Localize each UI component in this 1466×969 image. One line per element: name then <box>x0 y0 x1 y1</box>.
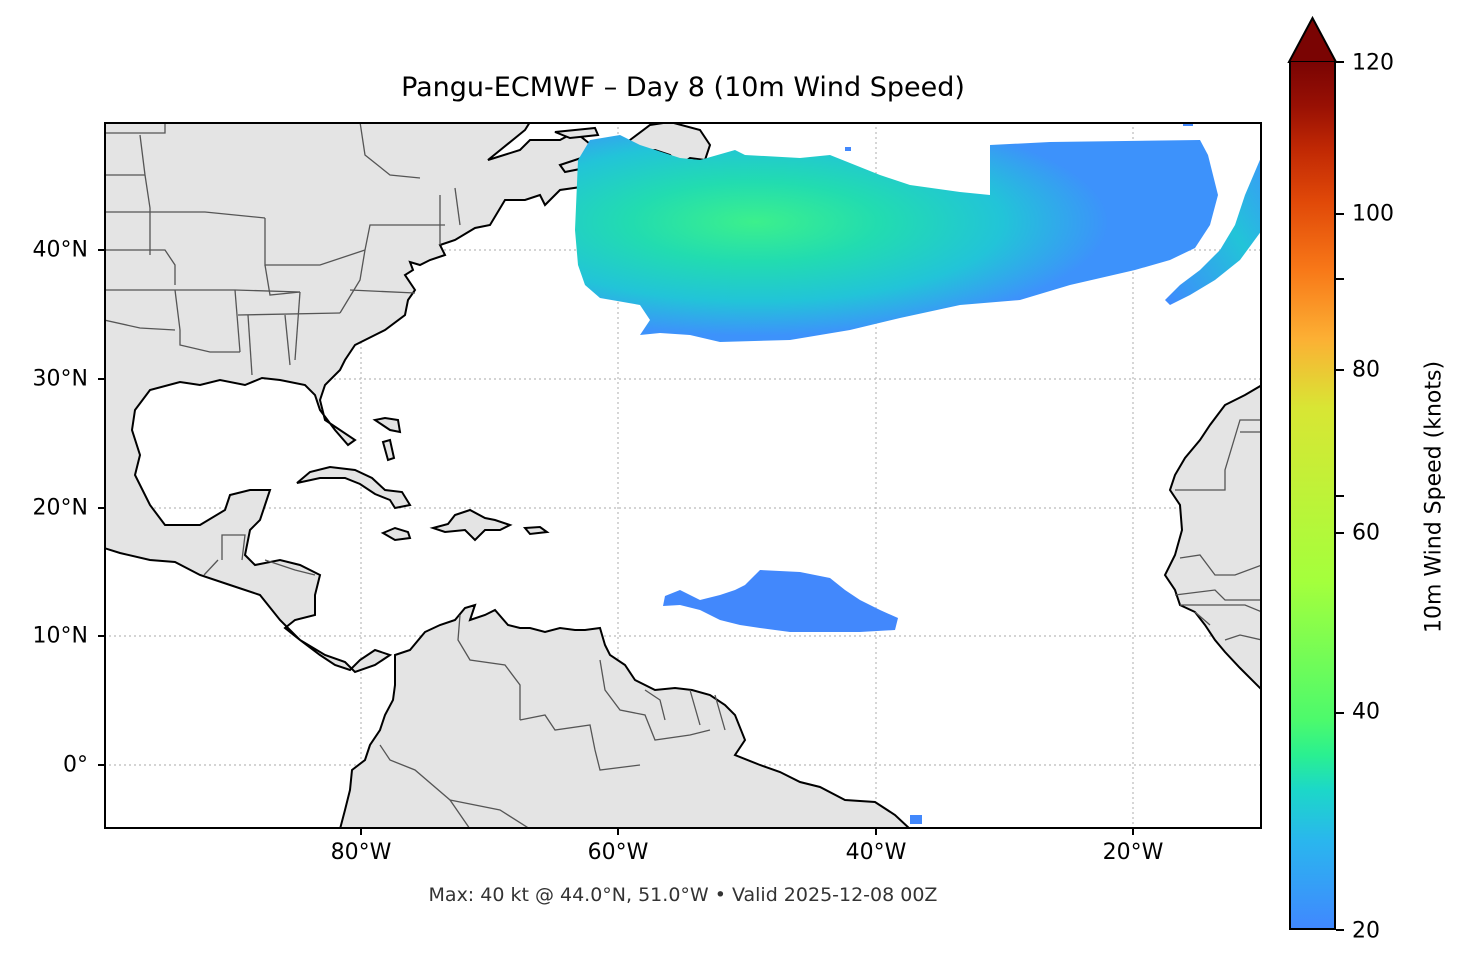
wind-speed-field <box>575 124 1260 824</box>
y-tickmark <box>98 507 104 509</box>
colorbar-tick <box>1336 213 1344 215</box>
chart-title: Pangu-ECMWF – Day 8 (10m Wind Speed) <box>401 72 965 103</box>
wind-region-small-dot <box>910 815 922 824</box>
wind-region-north-atlantic <box>575 135 1218 342</box>
y-tick-label: 20°N <box>32 495 88 521</box>
y-tickmark <box>98 249 104 251</box>
colorbar-tick <box>1336 929 1344 931</box>
colorbar-tick-label: 120 <box>1352 50 1394 76</box>
x-tickmark <box>360 829 362 835</box>
x-tick-label: 80°W <box>330 840 392 865</box>
colorbar-tick-label: 80 <box>1352 357 1380 383</box>
y-tickmark <box>98 764 104 766</box>
land-north-america <box>106 124 614 674</box>
land-south-america <box>339 603 910 827</box>
colorbar-tick <box>1336 278 1344 280</box>
x-tickmark <box>875 829 877 835</box>
x-tickmark <box>617 829 619 835</box>
y-tick-label: 40°N <box>32 237 88 263</box>
colorbar-tick <box>1336 712 1344 714</box>
y-tickmark <box>98 378 104 380</box>
y-tick-label: 10°N <box>32 623 88 649</box>
colorbar-tick <box>1336 369 1344 371</box>
colorbar-tick <box>1336 532 1344 534</box>
colorbar-tick-label: 40 <box>1352 699 1380 725</box>
x-tick-label: 20°W <box>1102 840 1164 865</box>
colorbar-extend-arrow-icon <box>1287 16 1338 63</box>
x-tickmark <box>1132 829 1134 835</box>
colorbar-tick-label: 60 <box>1352 520 1380 546</box>
y-tick-label: 0° <box>63 752 88 778</box>
wind-region-northeast-band <box>1165 159 1260 305</box>
state-borders <box>106 124 1260 827</box>
x-tick-label: 60°W <box>587 840 649 865</box>
colorbar-tick-label: 100 <box>1352 201 1394 227</box>
y-tickmark <box>98 635 104 637</box>
colorbar-tick <box>1336 61 1344 63</box>
x-tick-label: 40°W <box>845 840 907 865</box>
colorbar-tick <box>1336 495 1344 497</box>
max-info-caption: Max: 40 kt @ 44.0°N, 51.0°W • Valid 2025… <box>428 884 938 906</box>
land-caribbean <box>296 416 550 542</box>
colorbar <box>1289 62 1336 930</box>
colorbar-title: 10m Wind Speed (knots) <box>1421 360 1447 634</box>
land-africa <box>1163 385 1260 690</box>
y-tick-label: 30°N <box>32 366 88 392</box>
wind-region-tropical <box>663 570 898 632</box>
map-panel <box>104 122 1262 829</box>
colorbar-tick-label: 20 <box>1352 918 1380 944</box>
